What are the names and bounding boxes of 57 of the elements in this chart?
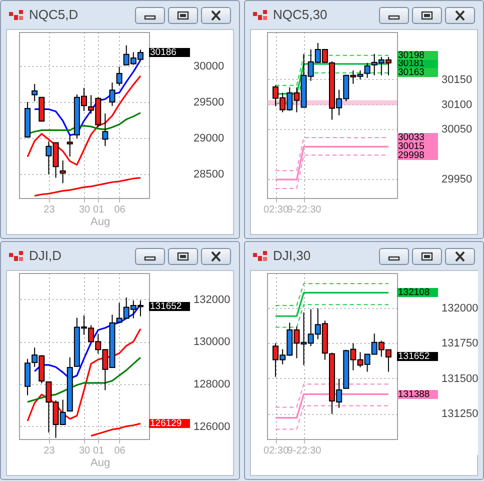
- candlestick: [364, 62, 370, 78]
- data-label: 30015: [397, 141, 438, 152]
- y-tick-label: 131750: [442, 338, 478, 350]
- x-tick-label: 06: [114, 204, 126, 216]
- line-series: [34, 176, 142, 197]
- data-label: 29998: [397, 150, 438, 161]
- x-tick-label: 30: [78, 446, 90, 456]
- x-tick-label: 02:30: [264, 446, 289, 456]
- y-tick-label: 30000: [194, 60, 224, 72]
- x-tick-label: 01: [93, 446, 105, 456]
- x-tick-label: 9-22:30: [287, 204, 322, 216]
- y-tick-label: 131500: [442, 372, 478, 385]
- candlestick: [38, 96, 45, 122]
- data-label: 30163: [397, 67, 438, 78]
- y-tick-label: 29500: [194, 96, 224, 109]
- y-tick-label: 128000: [194, 378, 230, 390]
- chart-title: NQC5,30: [273, 7, 328, 22]
- y-tick-label: 131250: [442, 408, 478, 420]
- y-tick-label: 28500: [194, 168, 224, 181]
- candlestick: [66, 134, 73, 157]
- line-series: [90, 422, 142, 437]
- y-tick-label: 29950: [442, 174, 472, 186]
- line-series: [26, 75, 142, 166]
- data-label: 126129: [149, 418, 190, 430]
- y-tick-label: 126000: [194, 420, 230, 433]
- x-tick-label: 23: [44, 204, 56, 216]
- y-tick-label: 30100: [442, 98, 472, 111]
- x-tick-label: 30: [78, 204, 90, 216]
- x-tick-label: 23: [44, 446, 56, 456]
- chart-title: DJI,D: [29, 248, 62, 263]
- data-label: 30198: [397, 50, 438, 61]
- candlestick: [32, 83, 38, 102]
- y-tick-label: 30050: [442, 124, 472, 136]
- y-tick-label: 30150: [442, 74, 472, 86]
- x-tick-label: 9-22:30: [287, 446, 322, 456]
- data-label: 131388: [397, 388, 438, 400]
- y-tick-label: 29000: [194, 132, 224, 145]
- candlestick: [102, 113, 108, 147]
- x-tick-label: 06: [114, 446, 126, 456]
- x-tick-label: 01: [93, 204, 105, 216]
- y-tick-label: 132000: [442, 302, 478, 314]
- text: 131652: [149, 301, 190, 312]
- text: Aug: [90, 457, 110, 469]
- line-series: [26, 356, 142, 403]
- chart-title: NQC5,D: [29, 7, 78, 22]
- text: Aug: [90, 216, 110, 228]
- candlestick: [109, 82, 116, 106]
- data-label: 132108: [397, 287, 438, 298]
- data-label: 30033: [397, 132, 438, 144]
- candlestick: [116, 66, 122, 86]
- text: 131652: [397, 351, 438, 362]
- text: 30186: [149, 46, 190, 58]
- x-tick-label: 02:30: [264, 204, 289, 216]
- y-tick-label: 130000: [194, 336, 230, 348]
- chart-title: DJI,30: [273, 248, 311, 263]
- y-tick-label: 132000: [194, 294, 230, 306]
- candlestick: [60, 160, 66, 184]
